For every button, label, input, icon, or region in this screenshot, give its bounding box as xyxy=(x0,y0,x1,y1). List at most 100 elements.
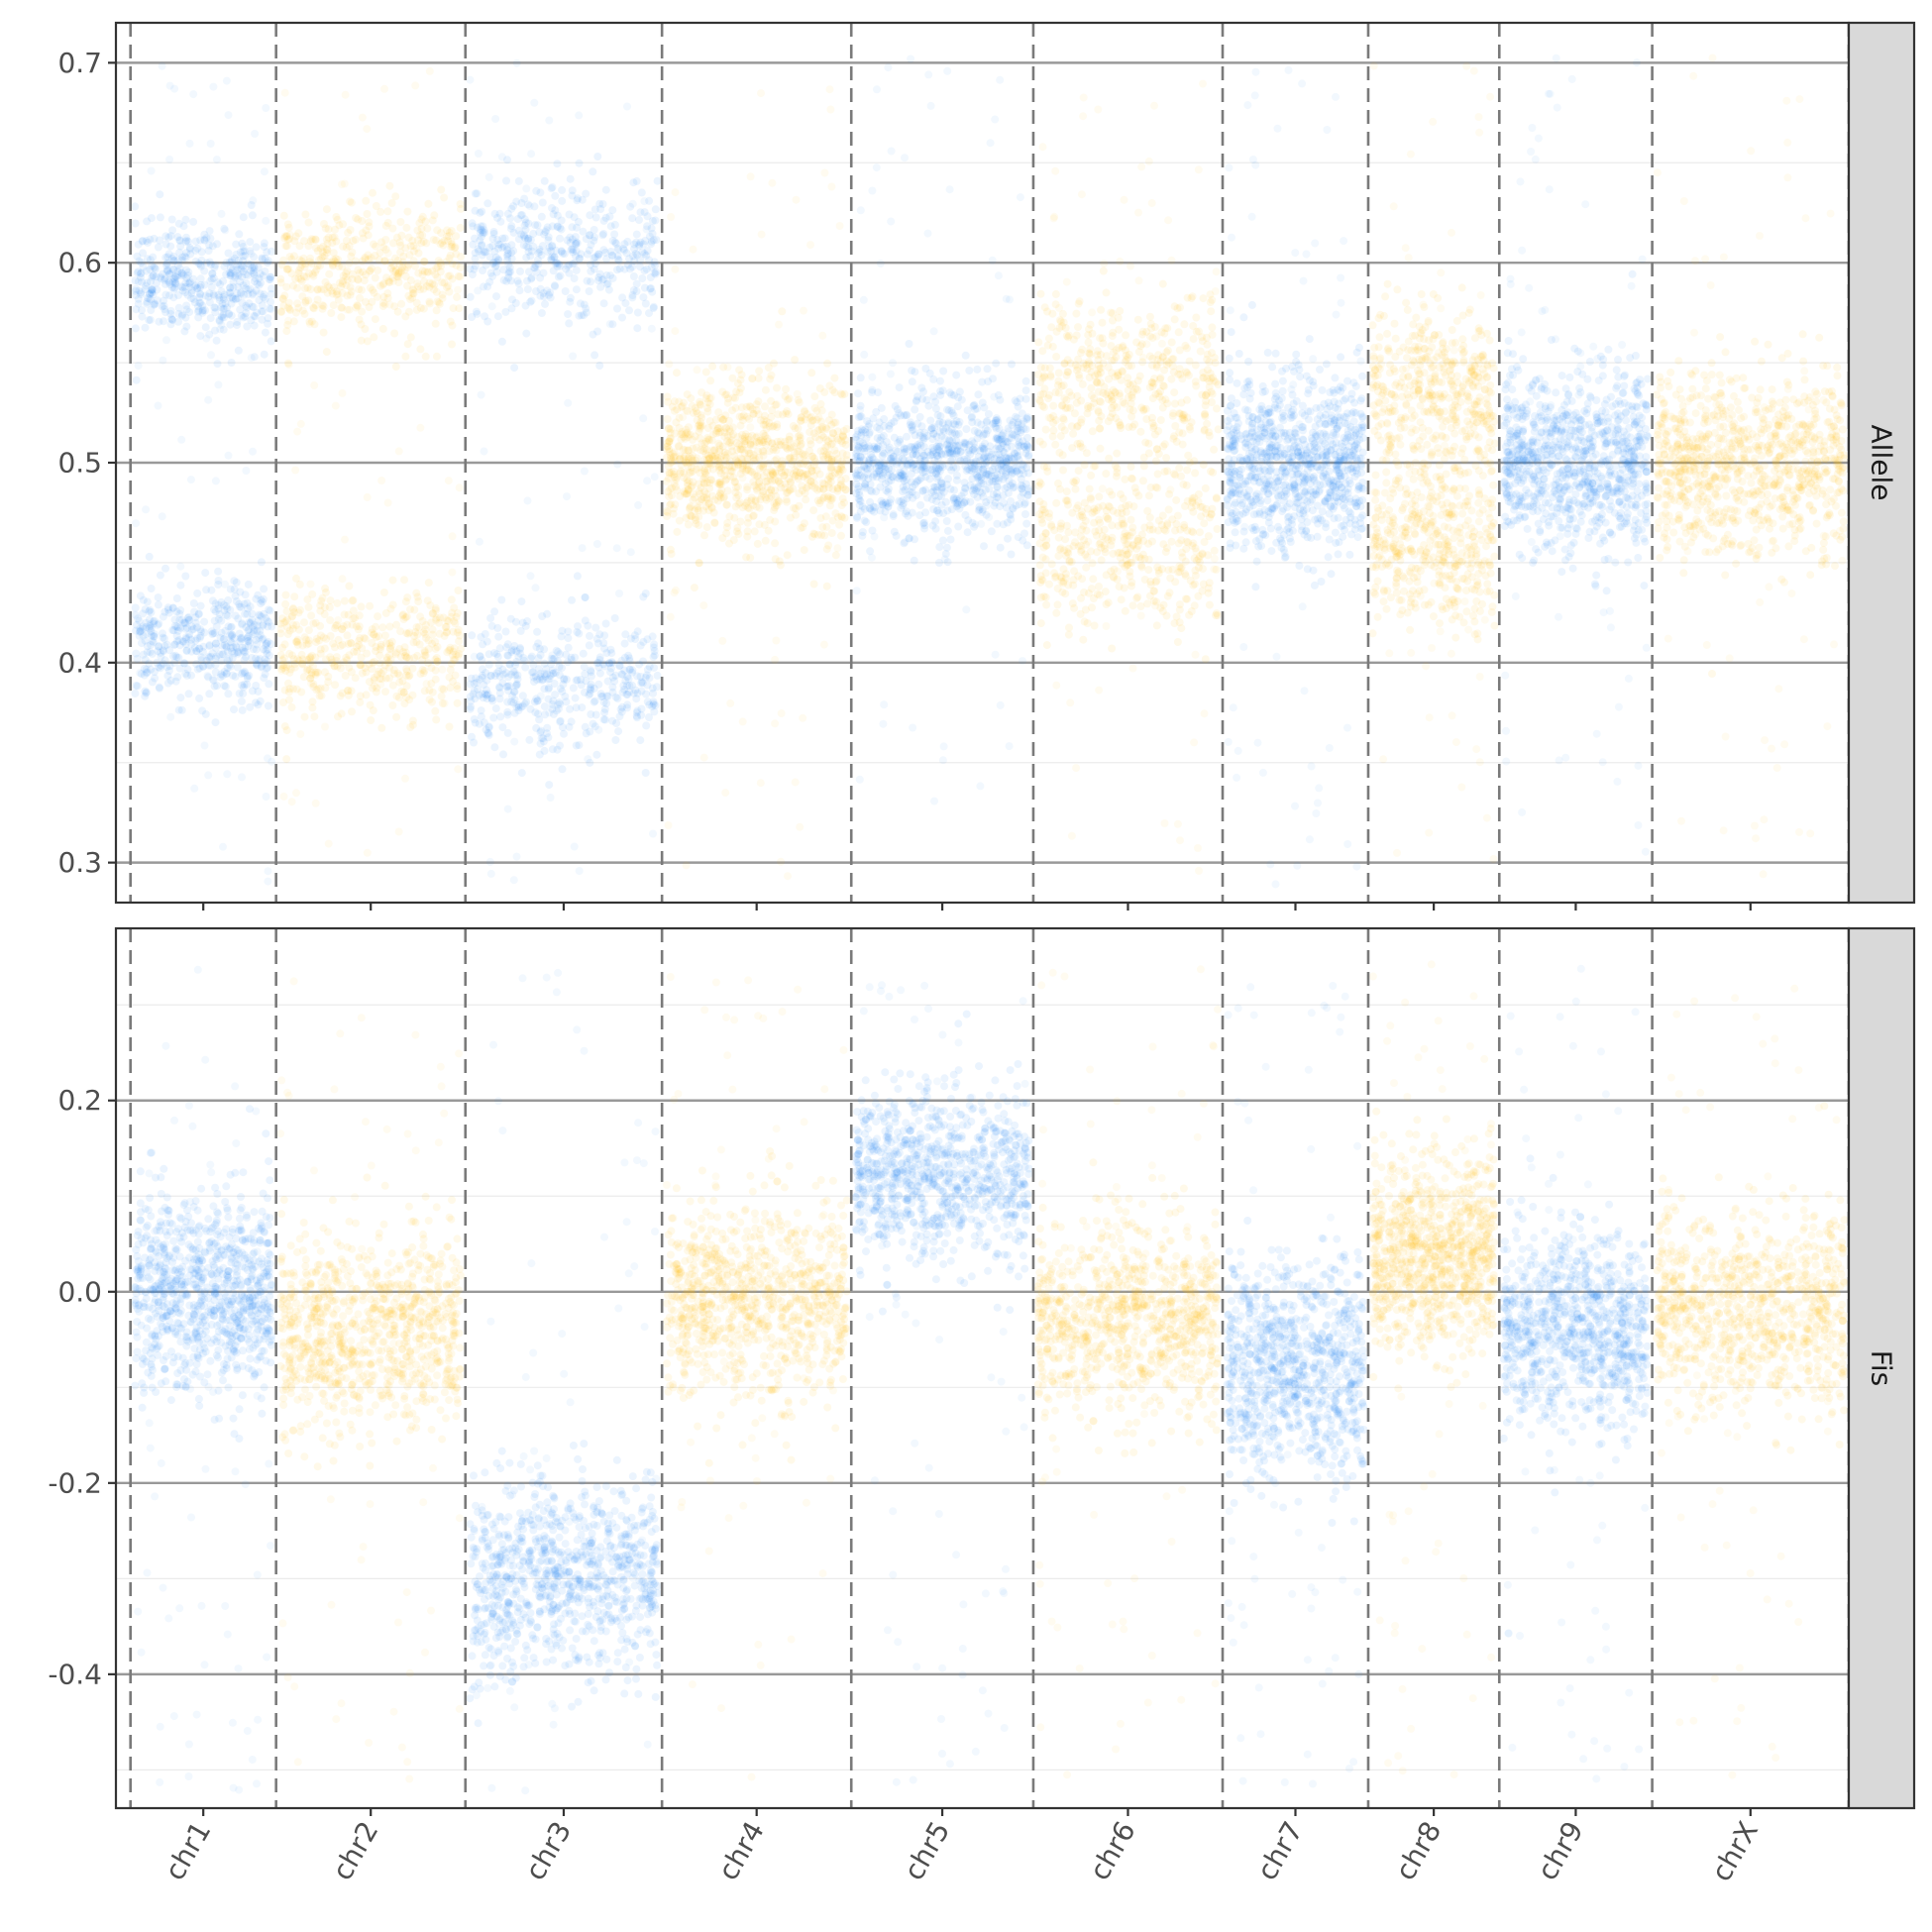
point xyxy=(256,289,265,298)
point xyxy=(279,792,288,801)
point xyxy=(487,694,496,702)
point xyxy=(651,205,660,214)
point xyxy=(544,236,553,245)
point xyxy=(864,422,873,431)
point xyxy=(933,411,942,419)
point xyxy=(259,307,268,316)
point xyxy=(738,717,747,726)
point xyxy=(1024,443,1033,452)
point xyxy=(227,632,236,641)
point xyxy=(541,299,549,308)
point xyxy=(172,637,181,646)
point xyxy=(742,553,751,562)
point xyxy=(990,392,999,401)
point xyxy=(1021,376,1030,385)
point xyxy=(167,315,176,324)
point xyxy=(306,285,315,293)
point xyxy=(251,130,260,138)
point xyxy=(473,679,482,687)
point xyxy=(1006,510,1015,519)
point xyxy=(572,741,581,750)
point xyxy=(509,228,518,237)
point xyxy=(248,211,257,220)
point xyxy=(174,636,183,645)
point xyxy=(224,622,233,631)
point xyxy=(325,269,334,278)
point xyxy=(211,599,220,608)
point xyxy=(678,428,687,436)
point xyxy=(362,196,371,205)
point xyxy=(168,603,177,612)
point xyxy=(620,639,629,648)
point xyxy=(132,519,141,528)
point xyxy=(880,415,889,423)
point xyxy=(979,492,988,501)
point xyxy=(1158,279,1167,288)
point xyxy=(391,192,400,201)
point xyxy=(1127,515,1135,524)
point xyxy=(250,321,259,330)
point xyxy=(226,264,235,272)
point xyxy=(380,84,388,93)
point xyxy=(177,435,186,444)
point xyxy=(946,535,955,544)
point xyxy=(695,559,703,567)
point xyxy=(287,702,296,711)
point xyxy=(397,299,406,308)
point xyxy=(777,441,786,450)
point xyxy=(202,586,211,594)
point xyxy=(702,523,711,532)
point xyxy=(161,232,170,241)
point xyxy=(1023,413,1032,422)
point xyxy=(492,292,500,301)
point xyxy=(468,219,477,228)
point xyxy=(1019,536,1027,545)
point xyxy=(890,527,899,536)
point xyxy=(884,63,893,72)
point xyxy=(623,237,632,246)
point xyxy=(220,313,228,322)
point xyxy=(961,510,970,519)
point xyxy=(143,597,152,606)
point xyxy=(159,629,166,638)
point xyxy=(744,513,753,522)
point xyxy=(827,472,836,481)
point xyxy=(527,296,536,305)
point xyxy=(156,571,164,580)
point xyxy=(285,230,294,239)
point xyxy=(351,674,360,683)
point xyxy=(965,367,974,375)
point xyxy=(905,340,913,348)
point xyxy=(593,639,602,648)
point xyxy=(708,421,717,430)
point xyxy=(649,829,657,838)
point xyxy=(530,98,539,107)
point xyxy=(566,293,575,302)
point xyxy=(669,468,678,476)
point xyxy=(708,362,717,371)
point xyxy=(909,723,917,732)
point xyxy=(147,608,156,616)
point xyxy=(262,793,270,801)
point xyxy=(512,197,521,206)
point xyxy=(239,690,248,698)
point xyxy=(354,625,363,634)
point xyxy=(165,81,174,90)
point xyxy=(311,268,320,276)
point xyxy=(230,254,239,263)
point xyxy=(777,857,786,866)
point xyxy=(479,665,486,674)
point xyxy=(180,252,189,261)
point xyxy=(218,650,227,659)
point xyxy=(587,680,595,689)
point xyxy=(224,310,233,319)
point xyxy=(511,681,520,690)
point xyxy=(131,689,140,698)
point xyxy=(236,588,245,596)
point xyxy=(394,447,403,456)
point xyxy=(168,226,177,235)
point xyxy=(471,189,480,198)
point xyxy=(587,267,595,275)
point xyxy=(865,458,873,467)
